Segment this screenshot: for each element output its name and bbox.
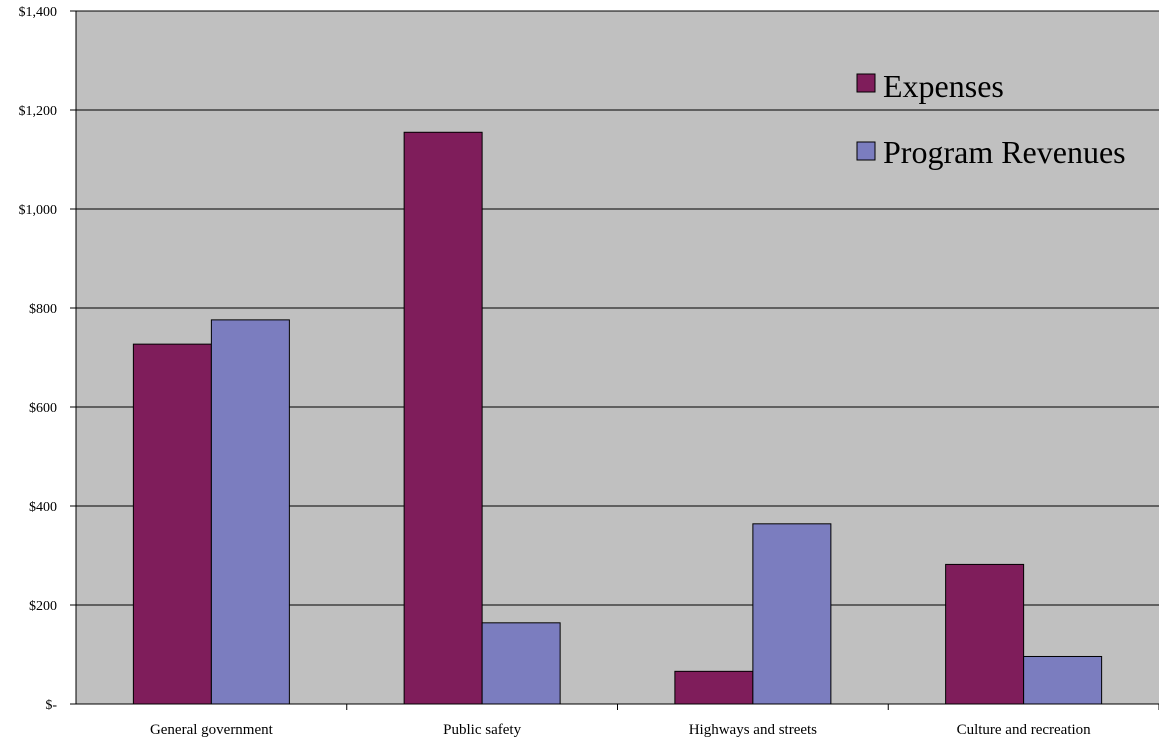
legend: Expenses Program Revenues — [856, 68, 1126, 170]
y-tick-label: $1,200 — [19, 104, 58, 119]
y-tick-label: $800 — [29, 302, 57, 317]
bar-expenses — [945, 563, 1025, 705]
bar-program-revenues — [210, 319, 290, 705]
x-tick-label: Highways and streets — [689, 722, 817, 738]
bar-program-revenues — [481, 622, 561, 705]
y-axis-ticks: $- $200 $400 $600 $800 $1,000 $1,200 $1,400 — [19, 5, 76, 713]
legend-swatch-expenses — [856, 73, 876, 93]
y-tick-label: $1,400 — [19, 5, 58, 20]
legend-label-program-revenues: Program Revenues — [883, 134, 1126, 170]
x-tick-label: Public safety — [443, 722, 521, 738]
bar-expenses — [403, 131, 483, 705]
y-tick-label: $- — [45, 698, 57, 713]
legend-label-expenses: Expenses — [883, 68, 1004, 104]
bar-program-revenues — [752, 523, 832, 705]
y-tick-label: $400 — [29, 500, 57, 515]
bar-program-revenues — [1023, 655, 1103, 705]
bar-expenses — [132, 343, 212, 705]
x-tick-label: Culture and recreation — [957, 722, 1092, 738]
x-tick-label: General government — [150, 722, 274, 738]
y-tick-label: $600 — [29, 401, 57, 416]
legend-swatch-program-revenues — [856, 141, 876, 161]
y-tick-label: $200 — [29, 599, 57, 614]
bar-expenses — [674, 670, 754, 705]
x-axis-ticks: General government Public safety Highways … — [150, 704, 1159, 738]
y-tick-label: $1,000 — [19, 203, 58, 218]
